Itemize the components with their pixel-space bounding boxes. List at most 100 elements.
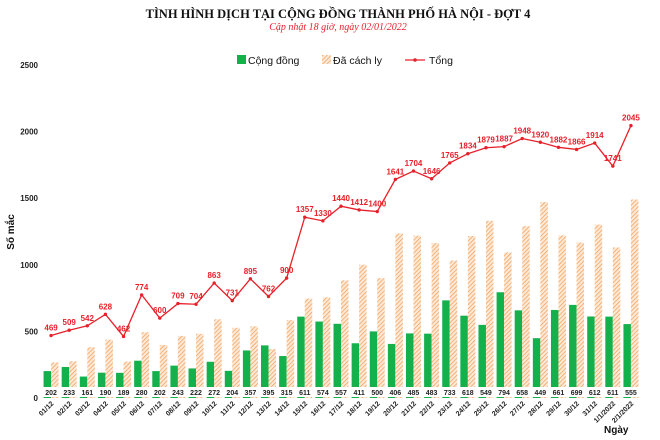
bar-cong-dong: [116, 372, 124, 398]
bar-da-cach-ly: [431, 243, 440, 398]
point-tong: [176, 301, 180, 306]
data-label-cong-dong: 557: [335, 390, 347, 397]
data-label-cong-dong: 280: [136, 390, 148, 397]
y-tick-label: 0: [34, 394, 39, 403]
data-label-tong: 1440: [332, 194, 350, 203]
data-label-box: [151, 387, 169, 397]
y-tick-label: 1000: [20, 261, 38, 270]
data-label-cong-dong: 611: [299, 390, 310, 397]
x-tick-label: 16/12: [310, 400, 327, 417]
bar-da-cach-ly: [449, 260, 458, 398]
x-tick-label: 04/12: [92, 400, 109, 417]
data-label-cong-dong: 161: [81, 390, 93, 397]
x-tick-label: 09/12: [183, 400, 200, 417]
bar-da-cach-ly: [196, 333, 204, 398]
data-label-tong: 863: [207, 271, 221, 280]
x-tick-label: 07/12: [147, 400, 164, 417]
data-label-box: [205, 387, 223, 397]
bar-da-cach-ly: [485, 220, 494, 398]
bar-cong-dong: [43, 371, 52, 398]
bar-da-cach-ly: [377, 278, 385, 398]
x-tick-label: 27/12: [509, 400, 526, 417]
bar-da-cach-ly: [576, 242, 585, 398]
legend-label-cong-dong: Cộng đồng: [248, 55, 300, 67]
bar-cong-dong: [460, 315, 468, 398]
data-label-tong: 1914: [586, 131, 604, 140]
bar-cong-dong: [242, 350, 251, 398]
data-label-cong-dong: 612: [589, 390, 601, 397]
data-label-tong: 1879: [477, 136, 495, 145]
bar-da-cach-ly: [395, 233, 403, 398]
bar-da-cach-ly: [359, 264, 367, 398]
point-tong: [303, 215, 307, 219]
data-label-tong: 709: [171, 292, 185, 301]
legend-swatch-cong-dong: [237, 55, 246, 64]
data-label-cong-dong: 204: [226, 390, 238, 397]
point-tong: [411, 169, 416, 173]
bar-cong-dong: [97, 372, 106, 398]
x-tick-label: 02/12: [56, 400, 73, 417]
legend: Cộng đồng Đã cách ly Tổng: [237, 55, 453, 67]
bar-da-cach-ly: [123, 361, 132, 398]
y-axis-label: Số mắc: [4, 214, 17, 250]
point-tong: [592, 141, 597, 145]
point-tong: [484, 146, 488, 150]
data-label-tong: 1330: [314, 209, 332, 218]
data-label-tong: 1704: [405, 159, 423, 168]
data-label-cong-dong: 658: [516, 390, 528, 397]
y-tick-label: 500: [25, 327, 39, 336]
bar-da-cach-ly: [612, 247, 621, 398]
data-label-tong: 1646: [423, 167, 441, 176]
data-label-tong: 774: [135, 283, 149, 292]
bar-cong-dong: [442, 300, 450, 398]
data-label-box: [187, 387, 205, 397]
x-tick-label: 12/12: [237, 400, 254, 417]
data-label-cong-dong: 190: [100, 390, 112, 397]
point-tong: [574, 147, 579, 152]
point-tong: [158, 316, 162, 320]
chart-subtitle: Cập nhật 18 giờ, ngày 02/01/2022: [269, 22, 407, 33]
data-label-box: [42, 387, 60, 397]
bar-da-cach-ly: [159, 344, 168, 398]
data-label-box: [332, 387, 350, 397]
x-tick-label: 10/12: [201, 400, 218, 417]
bar-da-cach-ly: [268, 349, 277, 398]
data-label-cong-dong: 449: [534, 390, 546, 397]
data-label-box: [441, 387, 459, 397]
point-tong: [139, 293, 144, 297]
bar-da-cach-ly: [540, 202, 548, 398]
data-label-tong: 1948: [513, 127, 531, 136]
bar-cong-dong: [261, 345, 269, 398]
point-tong: [284, 276, 289, 280]
x-tick-label: 26/12: [491, 400, 508, 417]
data-label-cong-dong: 794: [498, 390, 510, 397]
x-tick-label: 03/12: [74, 400, 91, 417]
x-tick-label: 08/12: [165, 400, 182, 417]
bar-da-cach-ly: [504, 252, 512, 398]
point-tong: [538, 140, 543, 144]
data-label-tong: 1866: [568, 137, 586, 146]
data-label-cong-dong: 202: [45, 390, 57, 397]
bar-da-cach-ly: [558, 235, 566, 398]
data-label-tong: 1357: [296, 205, 314, 214]
bar-cong-dong: [315, 321, 323, 398]
point-tong: [321, 219, 325, 223]
data-label-cong-dong: 272: [208, 390, 220, 397]
point-tong: [248, 277, 253, 281]
bar-da-cach-ly: [630, 199, 639, 398]
bar-cong-dong: [569, 304, 577, 398]
bar-da-cach-ly: [141, 332, 150, 398]
data-label-box: [96, 387, 114, 397]
point-tong: [49, 333, 53, 338]
point-tong: [339, 204, 343, 208]
bar-da-cach-ly: [304, 298, 313, 398]
bar-cong-dong: [478, 324, 486, 398]
data-label-box: [368, 387, 386, 397]
point-tong: [448, 161, 452, 165]
data-label-cong-dong: 315: [281, 390, 293, 397]
point-tong: [230, 298, 234, 303]
data-label-box: [495, 387, 513, 397]
data-label-box: [314, 387, 332, 397]
bar-da-cach-ly: [341, 280, 349, 398]
